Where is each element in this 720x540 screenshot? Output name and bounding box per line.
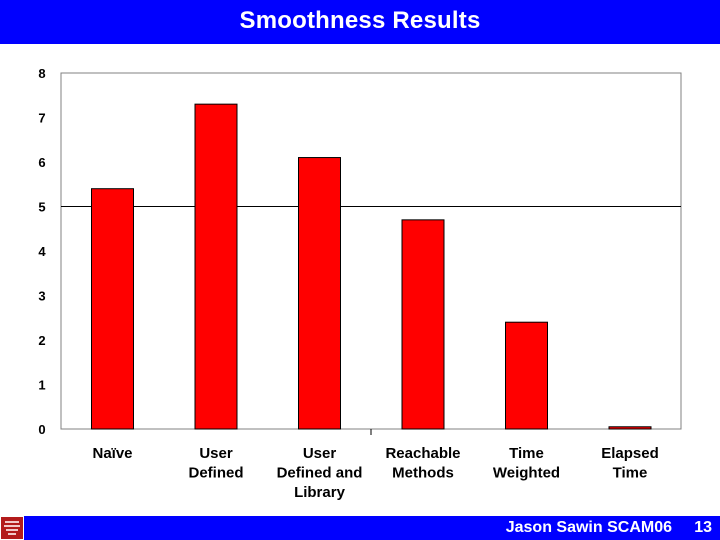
slide-title: Smoothness Results (239, 7, 481, 34)
y-tick-label: 1 (38, 378, 45, 393)
x-tick-label: Reachable (385, 445, 460, 462)
bar (401, 219, 445, 430)
bar (505, 321, 548, 430)
y-tick-label: 0 (38, 422, 45, 437)
bar (91, 188, 134, 430)
x-tick-label: Elapsed (601, 445, 659, 462)
y-tick-label: 7 (38, 111, 45, 126)
y-tick-label: 6 (38, 155, 45, 170)
x-tick-label: Defined (188, 465, 243, 482)
x-tick-label: Naïve (92, 445, 132, 462)
x-tick-label: Time (613, 465, 648, 482)
title-bar: Smoothness Results (0, 0, 720, 44)
footer-bar: Jason Sawin SCAM06 13 (0, 516, 720, 540)
x-tick-label: Defined and (277, 465, 363, 482)
bar (608, 426, 652, 430)
x-tick-label: User (303, 445, 337, 462)
bar (194, 103, 238, 430)
x-tick-label: Time (509, 445, 544, 462)
bar-chart: 0 1 2 3 4 5 6 7 8 Naïve User Defined User Defined and… (38, 66, 682, 501)
page-number: 13 (694, 519, 712, 536)
y-tick-label: 5 (38, 200, 45, 215)
plot-area (60, 72, 682, 430)
footer-author: Jason Sawin SCAM06 (505, 519, 672, 536)
y-tick-label: 2 (38, 333, 45, 348)
bar (298, 157, 341, 430)
y-tick-label: 3 (38, 289, 45, 304)
y-tick-label: 4 (38, 244, 46, 259)
x-tick-label: User (199, 445, 233, 462)
university-seal-icon (0, 516, 24, 540)
x-tick-label: Library (294, 484, 346, 501)
x-tick-label: Methods (392, 465, 454, 482)
y-tick-label: 8 (38, 66, 45, 81)
x-tick-label: Weighted (493, 465, 560, 482)
